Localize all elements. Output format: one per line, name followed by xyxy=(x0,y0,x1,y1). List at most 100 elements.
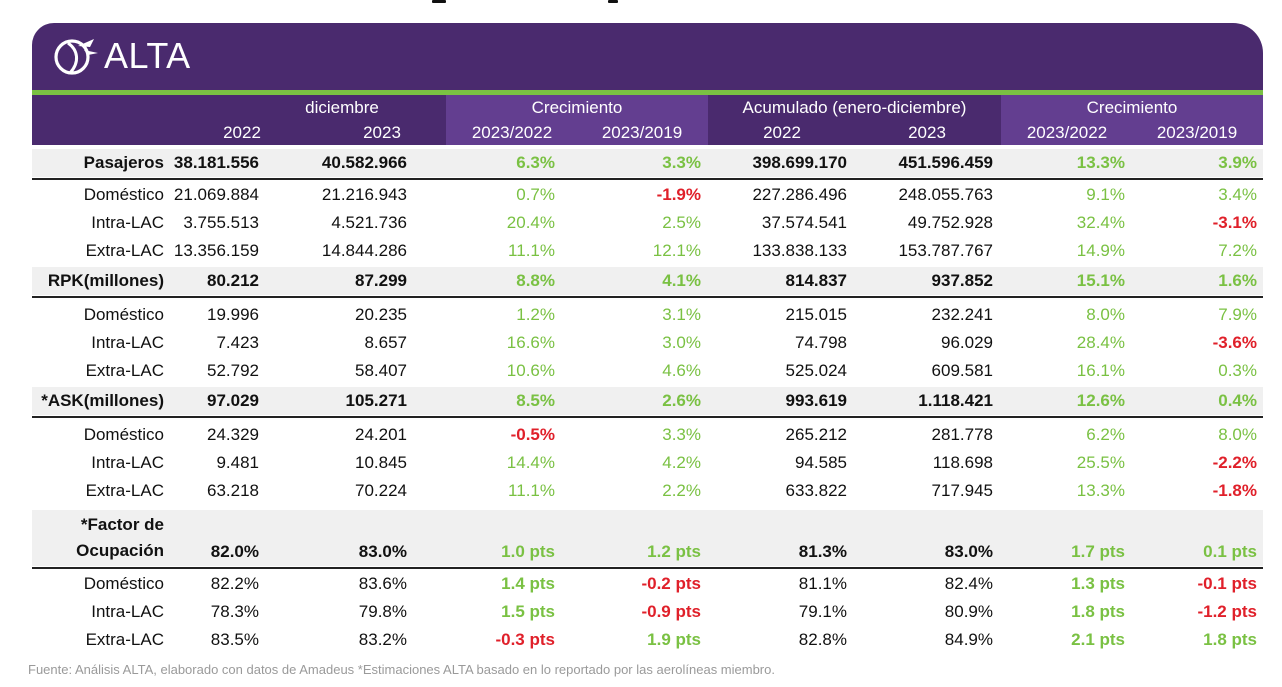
table-cell: 70.224 xyxy=(355,481,407,500)
table-cell: 13.356.159 xyxy=(173,241,259,260)
footer-source: Fuente: Análisis ALTA, elaborado con dat… xyxy=(28,662,775,677)
header-col-2023-2022: 2023/2022 xyxy=(471,123,553,142)
table-cell: 83.6% xyxy=(358,574,407,593)
row-label: Intra-LAC xyxy=(91,333,164,352)
table-cell: 153.787.767 xyxy=(898,241,993,260)
table-cell: 38.181.556 xyxy=(173,153,259,172)
table-cell: 1.5 pts xyxy=(501,602,555,621)
table-cell: 1.2 pts xyxy=(647,542,701,561)
row-separator xyxy=(32,567,1263,569)
table-cell: 215.015 xyxy=(785,305,847,324)
table-cell: 94.585 xyxy=(795,453,847,472)
table-cell: 11.1% xyxy=(508,481,555,500)
table-cell: 80.9% xyxy=(944,602,993,621)
table-cell: 118.698 xyxy=(932,453,993,472)
table-cell: 21.069.884 xyxy=(173,185,259,204)
row-label: Extra-LAC xyxy=(85,481,164,500)
table-cell: 525.024 xyxy=(785,361,847,380)
table-cell: 82.2% xyxy=(210,574,259,593)
table-cell: 1.8 pts xyxy=(1203,630,1257,649)
table-cell: 8.5% xyxy=(516,391,555,410)
table-cell: 1.118.421 xyxy=(918,391,993,410)
table-cell: 16.1% xyxy=(1076,361,1125,380)
table-cell: 398.699.170 xyxy=(752,153,847,172)
header-col-acum-2022: 2022 xyxy=(763,123,801,142)
table-cell: 4.2% xyxy=(662,453,701,472)
row-separator xyxy=(32,416,1263,418)
table-row: Intra-LAC 7.423 8.657 16.6% 3.0% 74.798 96.029… xyxy=(32,329,1263,357)
table-cell: 133.838.133 xyxy=(752,241,847,260)
table-row-main: Pasajeros 38.181.556 40.582.966 6.3% 3.3% 398… xyxy=(32,149,1263,177)
table-row: Extra-LAC 83.5% 83.2% -0.3 pts 1.9 pts 82.8% 8… xyxy=(32,626,1263,654)
table-cell: 37.574.541 xyxy=(761,213,847,232)
table-cell: -0.1 pts xyxy=(1197,574,1257,593)
table-cell: 6.2% xyxy=(1086,425,1125,444)
table-cell: 74.798 xyxy=(795,333,847,352)
table-cell: 14.4% xyxy=(506,453,555,472)
header-growth-band-1 xyxy=(446,95,708,145)
table-cell: 6.3% xyxy=(516,153,555,172)
table-cell: 79.1% xyxy=(798,602,847,621)
table-cell: 1.7 pts xyxy=(1071,542,1125,561)
table-cell: 1.8 pts xyxy=(1071,602,1125,621)
table-cell: 248.055.763 xyxy=(898,185,993,204)
table-cell: 19.996 xyxy=(207,305,259,324)
header-group-growth-2: Crecimiento xyxy=(1086,98,1178,117)
header-banner xyxy=(32,23,1263,90)
table-cell: 14.844.286 xyxy=(321,241,407,260)
table-cell: 9.1% xyxy=(1086,185,1125,204)
header-group-acumulado: Acumulado (enero-diciembre) xyxy=(742,98,967,117)
logo-text: ALTA xyxy=(104,35,191,76)
table-cell: 1.4 pts xyxy=(501,574,555,593)
table-cell: -3.6% xyxy=(1212,333,1257,352)
table-row: Extra-LAC 13.356.159 14.844.286 11.1% 12.1% 1… xyxy=(32,237,1263,265)
table-cell: 82.4% xyxy=(944,574,993,593)
table-cell: 451.596.459 xyxy=(898,153,993,172)
table-cell: -0.9 pts xyxy=(641,602,701,621)
table-cell: 25.5% xyxy=(1076,453,1125,472)
table-cell: 0.3% xyxy=(1218,361,1257,380)
header-growth-band-2 xyxy=(1001,95,1263,145)
table-cell: 7.9% xyxy=(1218,305,1257,324)
table-row-main: *Factor de Ocupación 82.0% 83.0% 1.0 pts 1.2 … xyxy=(32,510,1263,566)
table-cell: 265.212 xyxy=(785,425,847,444)
column-header: diciembre Crecimiento Acumulado (enero-d… xyxy=(32,95,1263,145)
table-cell: 2.6% xyxy=(662,391,701,410)
table-cell: 4.521.736 xyxy=(331,213,407,232)
table-cell: 82.0% xyxy=(210,542,259,561)
table-cell: -0.3 pts xyxy=(495,630,555,649)
table-cell: -3.1% xyxy=(1212,213,1257,232)
row-label: Extra-LAC xyxy=(85,630,164,649)
table-cell: 3.3% xyxy=(662,425,701,444)
header-col-2023: 2023 xyxy=(363,123,401,142)
table-cell: 7.2% xyxy=(1218,241,1257,260)
table-cell: 80.212 xyxy=(207,271,259,290)
table-row: Intra-LAC 78.3% 79.8% 1.5 pts -0.9 pts 79.1% 8… xyxy=(32,598,1263,626)
table-cell: 3.755.513 xyxy=(183,213,259,232)
table-cell: 58.407 xyxy=(355,361,407,380)
table-cell: 105.271 xyxy=(345,391,407,410)
table-cell: 3.4% xyxy=(1218,185,1257,204)
table-cell: 3.9% xyxy=(1218,153,1257,172)
row-label: Pasajeros xyxy=(83,153,164,172)
row-separator xyxy=(32,178,1263,180)
row-label-line1: *Factor de xyxy=(80,515,164,534)
table-cell: 32.4% xyxy=(1076,213,1125,232)
table-row: Extra-LAC 63.218 70.224 11.1% 2.2% 633.822 717… xyxy=(32,477,1263,505)
table-row-main: *ASK(millones) 97.029 105.271 8.5% 2.6% 993.6… xyxy=(32,387,1263,415)
table-row: Intra-LAC 9.481 10.845 14.4% 4.2% 94.585 118.6… xyxy=(32,449,1263,477)
header-group-diciembre: diciembre xyxy=(305,98,379,117)
table-cell: 10.6% xyxy=(506,361,555,380)
table-cell: 2.2% xyxy=(662,481,701,500)
table-cell: 3.1% xyxy=(662,305,701,324)
table-row: Doméstico 82.2% 83.6% 1.4 pts -0.2 pts 81.1% 8… xyxy=(32,570,1263,598)
table-cell: 28.4% xyxy=(1076,333,1125,352)
table-cell: 83.2% xyxy=(358,630,407,649)
table-cell: 633.822 xyxy=(785,481,847,500)
row-label: Doméstico xyxy=(83,425,164,444)
table-cell: 2.5% xyxy=(662,213,701,232)
table-cell: 281.778 xyxy=(931,425,993,444)
table-cell: 24.201 xyxy=(355,425,407,444)
row-label: Extra-LAC xyxy=(85,241,164,260)
table-cell: 14.9% xyxy=(1076,241,1125,260)
